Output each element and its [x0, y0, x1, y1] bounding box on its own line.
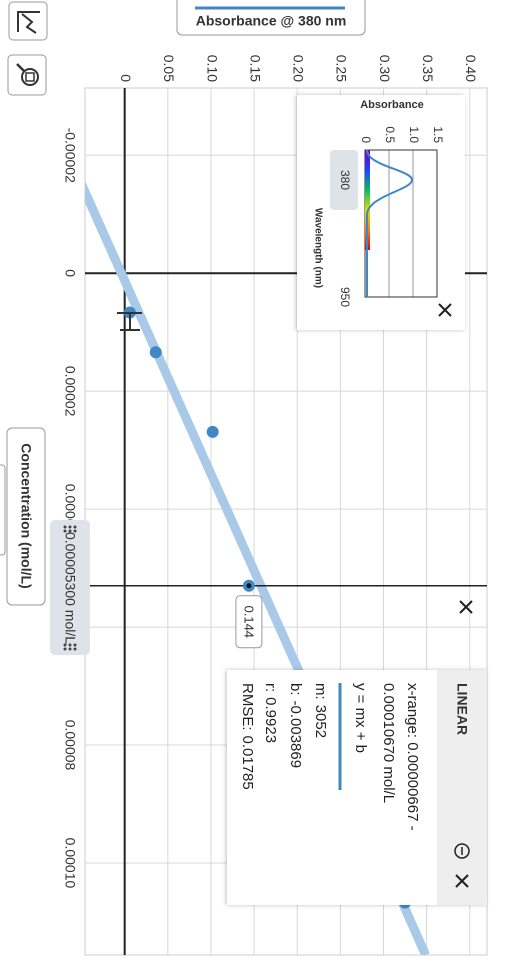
crosshair-label-box[interactable]	[50, 520, 90, 655]
fit-close[interactable]	[455, 874, 469, 888]
y-tick-label: 0	[118, 74, 134, 82]
inset-x-title: Wavelength (nm)	[312, 208, 323, 288]
fit-param: m: 3052	[312, 683, 329, 738]
fit-param: b: -0.003869	[287, 683, 304, 768]
selected-point-center	[246, 583, 252, 589]
param-value: 0.01785	[239, 736, 256, 790]
inset-x-start: 380	[338, 170, 352, 190]
zoom-icon	[21, 68, 39, 86]
inset-y-tick-label: 0.5	[383, 126, 397, 143]
x-tick-label: 0	[62, 269, 78, 277]
tool-button[interactable]	[8, 1, 48, 41]
fit-info-button[interactable]	[454, 843, 470, 859]
fit-equation: y = mx + b	[352, 683, 369, 753]
y-tick-label: 0.35	[420, 55, 436, 82]
button-edge	[0, 464, 6, 556]
point-label: 0.144	[241, 606, 256, 639]
y-axis-title-box[interactable]	[176, 0, 366, 36]
fit-param: r: 0.9923	[262, 683, 279, 743]
y-tick-label: 0.30	[377, 55, 393, 82]
param-value: 0.9923	[262, 697, 279, 743]
x-tick-label: 0.00002	[62, 366, 78, 417]
fit-panel	[227, 670, 487, 905]
inset-y-title: Absorbance	[360, 99, 424, 111]
data-point	[206, 425, 219, 438]
x-axis-title-box[interactable]	[6, 427, 46, 606]
x-tick-label: -0.00002	[62, 128, 78, 183]
zoom-button[interactable]	[7, 54, 47, 96]
inset-y-tick-label: 0	[359, 136, 373, 143]
y-tick-label: 0.20	[291, 55, 307, 82]
zoom-icon	[25, 72, 35, 82]
inset-y-tick-label: 1.5	[431, 126, 445, 143]
crosshair-label: 0.00005300 mol/L	[62, 532, 78, 644]
x-tick-label: 0.00008	[62, 720, 78, 771]
param-label: b:	[287, 683, 304, 696]
grip	[63, 525, 77, 651]
y-tick-label: 0.15	[247, 55, 263, 82]
selected-wavelength-box[interactable]	[330, 150, 358, 210]
y-tick-label: 0.25	[334, 55, 350, 82]
tool-icon	[17, 11, 40, 34]
data-point	[149, 346, 162, 359]
fit-range: 0.00010670 mol/L	[380, 683, 397, 803]
point-label-box	[235, 595, 263, 649]
fit-name: LINEAR	[454, 683, 470, 735]
crosshair-close[interactable]	[459, 600, 473, 614]
zoom-icon	[16, 63, 25, 72]
inset-close[interactable]	[438, 303, 452, 317]
inset-x-end: 950	[338, 287, 352, 307]
inset-y-tick-label: 1.0	[407, 126, 421, 143]
y-axis-title: Absorbance @ 380 nm	[196, 13, 347, 29]
fit-range: x-range: 0.00000667 -	[404, 683, 421, 831]
param-label: m:	[312, 683, 329, 700]
y-tick-label: 0.40	[463, 55, 479, 82]
fit-param: RMSE: 0.01785	[239, 683, 256, 790]
param-value: 3052	[312, 705, 329, 738]
param-label: RMSE:	[239, 683, 256, 731]
spectrum-curve	[366, 149, 414, 297]
point-marker	[117, 312, 142, 331]
y-tick-label: 0.10	[204, 55, 220, 82]
fit-header	[437, 670, 487, 905]
param-value: -0.003869	[287, 701, 304, 769]
x-tick-label: 0.00010	[62, 838, 78, 889]
x-axis-title: Concentration (mol/L)	[18, 443, 34, 588]
param-label: r:	[262, 683, 279, 692]
y-tick-label: 0.05	[161, 55, 177, 82]
